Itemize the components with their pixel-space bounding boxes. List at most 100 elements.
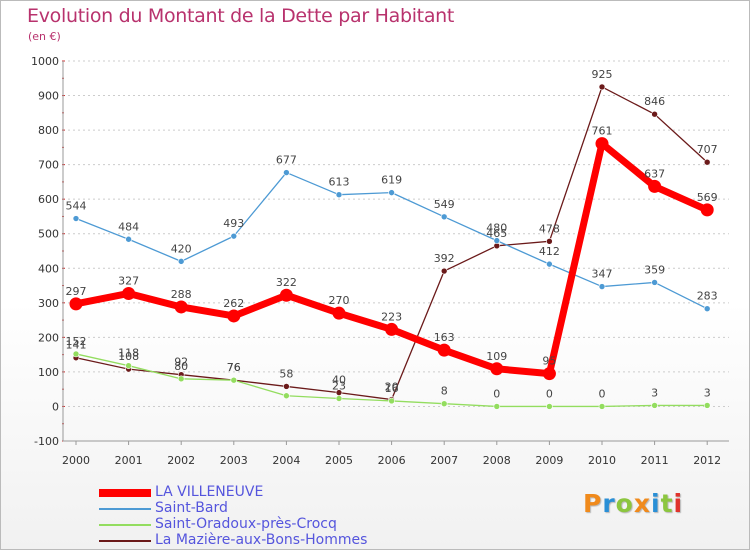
data-point <box>125 235 132 243</box>
y-tick-label: 400 <box>38 262 59 275</box>
x-tick-label: 2012 <box>693 454 721 467</box>
data-label: 0 <box>599 387 606 400</box>
data-label: 322 <box>276 276 297 289</box>
data-point <box>598 283 606 290</box>
data-point <box>230 232 238 240</box>
y-tick-label: 900 <box>38 90 59 103</box>
y-tick-label: 500 <box>38 228 59 241</box>
logo-letter: r <box>602 489 616 518</box>
data-label: 549 <box>434 198 455 211</box>
data-label: 480 <box>486 222 507 235</box>
x-tick-label: 2005 <box>325 454 353 467</box>
data-label: 412 <box>539 245 560 258</box>
data-point <box>598 403 606 410</box>
axis-layer: -100010020030040050060070080090010002000… <box>31 55 729 467</box>
data-label: 108 <box>118 350 139 363</box>
data-label: 152 <box>66 335 87 348</box>
data-label: 761 <box>592 125 613 138</box>
legend-label: Saint-Bard <box>155 500 228 516</box>
x-tick-label: 2008 <box>483 454 511 467</box>
data-point <box>437 343 451 357</box>
data-label: 677 <box>276 154 297 167</box>
legend-label: LA VILLENEUVE <box>155 484 264 500</box>
data-point <box>283 392 290 400</box>
series-layer <box>69 83 714 410</box>
data-point <box>493 403 501 410</box>
data-label: 8 <box>441 385 448 398</box>
data-label: 283 <box>697 290 718 303</box>
x-tick-label: 2001 <box>115 454 143 467</box>
data-label: 118 <box>118 347 139 360</box>
data-point <box>546 403 553 410</box>
x-tick-label: 2004 <box>272 454 300 467</box>
legend-label: Saint-Oradoux-près-Crocq <box>155 516 337 532</box>
legend-swatch <box>99 540 151 542</box>
data-label: 76 <box>227 361 241 374</box>
data-label: 3 <box>651 386 658 399</box>
data-label: 327 <box>118 274 139 287</box>
data-label: 569 <box>697 191 718 204</box>
data-label: 297 <box>66 285 87 298</box>
data-point <box>440 267 448 275</box>
data-label: 359 <box>644 263 665 276</box>
data-point <box>335 191 343 198</box>
data-point <box>703 158 711 166</box>
data-label: 16 <box>385 382 399 395</box>
data-label: 288 <box>171 288 192 301</box>
x-tick-label: 2002 <box>167 454 195 467</box>
data-label: 465 <box>486 227 507 240</box>
x-tick-label: 2010 <box>588 454 616 467</box>
data-point <box>651 279 658 286</box>
logo-letter: t <box>660 489 674 518</box>
data-point <box>335 395 343 402</box>
data-point <box>227 309 241 323</box>
data-point <box>283 169 290 176</box>
data-label: 392 <box>434 252 455 265</box>
data-point <box>385 322 399 336</box>
data-point <box>703 305 711 312</box>
legend-swatch <box>99 508 151 510</box>
data-point <box>595 137 609 151</box>
data-label: 80 <box>174 360 188 373</box>
data-label: 846 <box>644 95 665 108</box>
y-tick-label: 600 <box>38 193 59 206</box>
data-point <box>230 376 238 384</box>
data-point <box>440 213 448 221</box>
proxiti-logo: Proxiti <box>583 489 683 518</box>
data-point <box>493 237 501 244</box>
x-tick-label: 2007 <box>430 454 458 467</box>
x-tick-label: 2006 <box>378 454 406 467</box>
data-label: 925 <box>592 68 613 81</box>
logo-letter: o <box>615 489 634 518</box>
data-label: 478 <box>539 222 560 235</box>
y-tick-label: 1000 <box>31 55 59 68</box>
data-label: 544 <box>66 200 87 213</box>
data-label: 58 <box>279 367 293 380</box>
x-tick-label: 2011 <box>641 454 669 467</box>
data-label: 141 <box>66 339 87 352</box>
data-point <box>440 400 448 407</box>
x-tick-label: 2003 <box>220 454 248 467</box>
data-label: 262 <box>223 297 244 310</box>
y-tick-label: -100 <box>34 435 59 448</box>
data-point <box>651 402 658 409</box>
data-label: 20 <box>385 381 399 394</box>
data-label: 420 <box>171 242 192 255</box>
data-point <box>177 258 185 265</box>
x-tick-label: 2000 <box>62 454 90 467</box>
legend-swatch <box>99 489 151 497</box>
y-tick-label: 300 <box>38 297 59 310</box>
data-point <box>546 260 553 268</box>
data-label: 493 <box>223 217 244 230</box>
logo-letter: x <box>633 489 651 518</box>
data-label: 707 <box>697 143 718 156</box>
data-label: 23 <box>332 380 346 393</box>
data-label: 347 <box>592 268 613 281</box>
legend-label: La Mazière-aux-Bons-Hommes <box>155 532 368 548</box>
data-point <box>651 110 658 118</box>
data-label: 637 <box>644 167 665 180</box>
data-point <box>332 306 346 320</box>
data-point <box>546 238 553 245</box>
